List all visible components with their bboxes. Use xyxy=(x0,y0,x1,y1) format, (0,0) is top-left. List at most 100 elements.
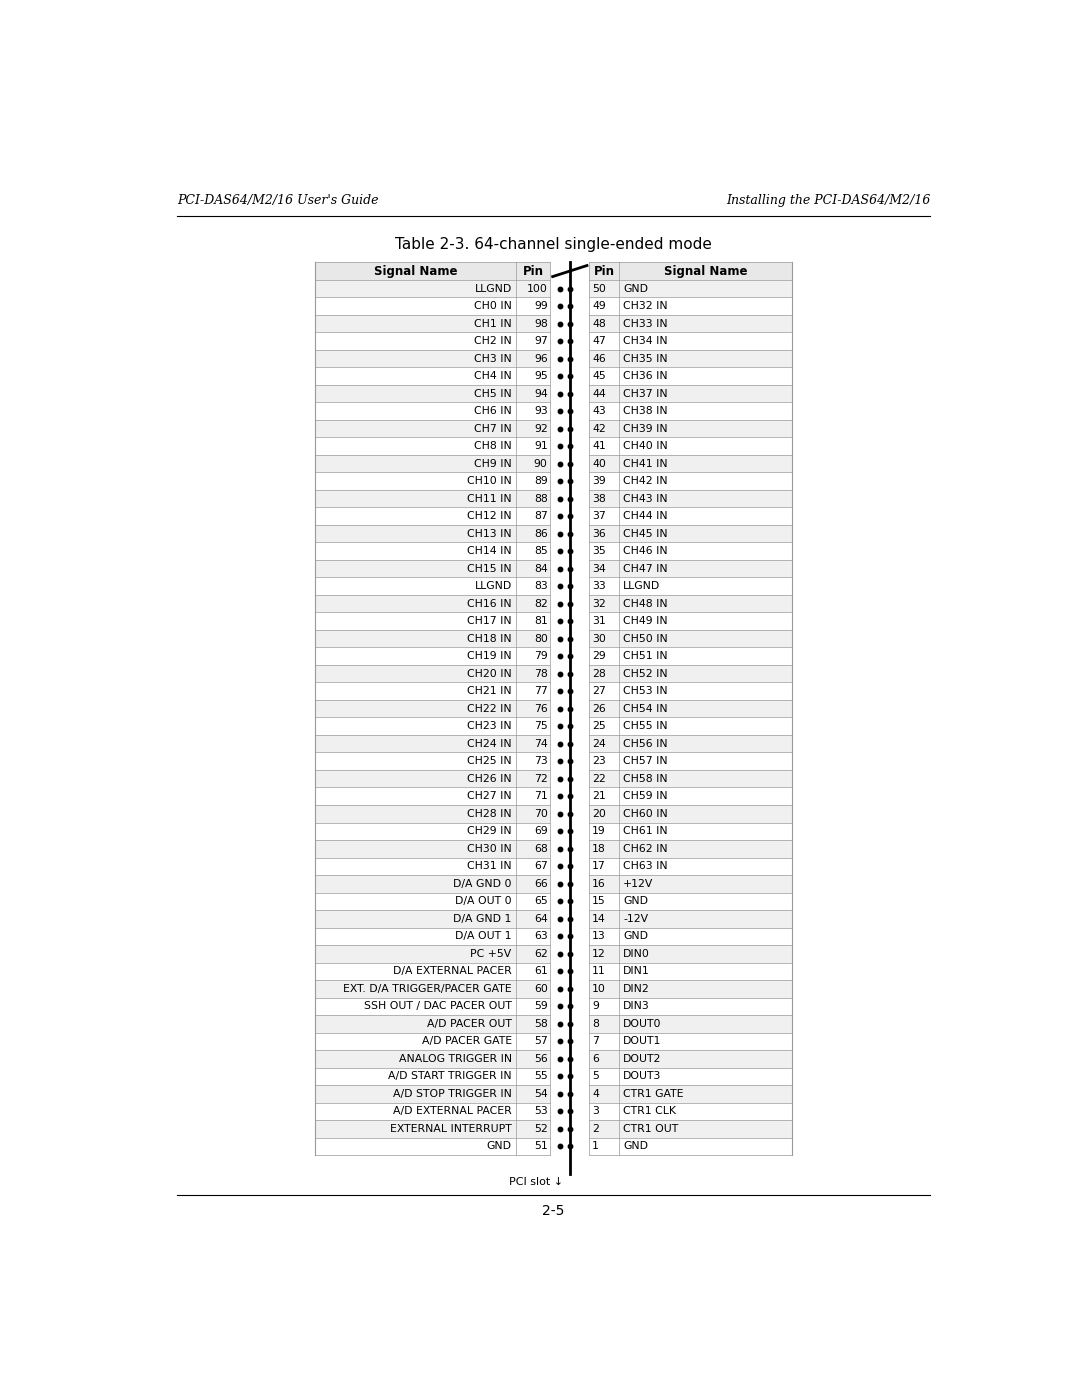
Bar xyxy=(619,279,792,298)
Text: 25: 25 xyxy=(592,721,606,731)
Bar xyxy=(590,490,619,507)
Text: +12V: +12V xyxy=(623,879,653,888)
Text: 88: 88 xyxy=(534,493,548,504)
Text: 75: 75 xyxy=(534,721,548,731)
Bar xyxy=(315,577,516,595)
Text: CH58 IN: CH58 IN xyxy=(623,774,667,784)
Text: 57: 57 xyxy=(534,1037,548,1046)
Bar xyxy=(516,1032,550,1051)
Bar xyxy=(619,1120,792,1137)
Text: 68: 68 xyxy=(534,844,548,854)
Text: CH0 IN: CH0 IN xyxy=(474,302,512,312)
Bar xyxy=(619,981,792,997)
Text: 29: 29 xyxy=(592,651,606,661)
Text: 89: 89 xyxy=(534,476,548,486)
Text: CH22 IN: CH22 IN xyxy=(467,704,512,714)
Bar xyxy=(315,595,516,612)
Text: GND: GND xyxy=(623,897,648,907)
Text: 65: 65 xyxy=(534,897,548,907)
Bar xyxy=(619,893,792,909)
Text: CH31 IN: CH31 IN xyxy=(467,862,512,872)
Bar xyxy=(619,525,792,542)
Text: 31: 31 xyxy=(592,616,606,626)
Text: CH56 IN: CH56 IN xyxy=(623,739,667,749)
Bar xyxy=(315,1016,516,1032)
Text: 16: 16 xyxy=(592,879,606,888)
Bar xyxy=(590,472,619,490)
Bar xyxy=(516,560,550,577)
Text: 32: 32 xyxy=(592,599,606,609)
Bar xyxy=(315,630,516,647)
Bar xyxy=(516,840,550,858)
Text: CH51 IN: CH51 IN xyxy=(623,651,667,661)
Text: CH16 IN: CH16 IN xyxy=(467,599,512,609)
Text: CH2 IN: CH2 IN xyxy=(474,337,512,346)
Bar xyxy=(590,735,619,753)
Bar xyxy=(590,700,619,718)
Text: 72: 72 xyxy=(534,774,548,784)
Text: PCI-DAS64/M2/16 User's Guide: PCI-DAS64/M2/16 User's Guide xyxy=(177,194,378,207)
Bar xyxy=(516,525,550,542)
Text: 87: 87 xyxy=(534,511,548,521)
Bar xyxy=(590,542,619,560)
Bar xyxy=(516,490,550,507)
Text: 86: 86 xyxy=(534,528,548,539)
Text: 66: 66 xyxy=(534,879,548,888)
Bar xyxy=(315,981,516,997)
Text: 11: 11 xyxy=(592,967,606,977)
Text: 8: 8 xyxy=(592,1018,599,1028)
Bar xyxy=(590,612,619,630)
Bar xyxy=(590,893,619,909)
Text: Table 2-3. 64-channel single-ended mode: Table 2-3. 64-channel single-ended mode xyxy=(395,236,712,251)
Text: 90: 90 xyxy=(534,458,548,468)
Text: 53: 53 xyxy=(534,1106,548,1116)
Text: CH54 IN: CH54 IN xyxy=(623,704,667,714)
Bar xyxy=(516,1137,550,1155)
Bar xyxy=(315,753,516,770)
Text: 70: 70 xyxy=(534,809,548,819)
Bar xyxy=(516,314,550,332)
Text: A/D EXTERNAL PACER: A/D EXTERNAL PACER xyxy=(393,1106,512,1116)
Text: CH32 IN: CH32 IN xyxy=(623,302,667,312)
Text: 44: 44 xyxy=(592,388,606,398)
Text: 59: 59 xyxy=(534,1002,548,1011)
Text: CH11 IN: CH11 IN xyxy=(467,493,512,504)
Bar xyxy=(516,770,550,788)
Bar xyxy=(315,560,516,577)
Bar xyxy=(619,420,792,437)
Bar xyxy=(619,1067,792,1085)
Text: 26: 26 xyxy=(592,704,606,714)
Bar xyxy=(315,298,516,314)
Bar xyxy=(619,630,792,647)
Bar xyxy=(590,1085,619,1102)
Text: 15: 15 xyxy=(592,897,606,907)
Text: 7: 7 xyxy=(592,1037,599,1046)
Text: CH5 IN: CH5 IN xyxy=(474,388,512,398)
Bar xyxy=(516,963,550,981)
Text: 6: 6 xyxy=(592,1053,599,1065)
Bar xyxy=(619,735,792,753)
Bar xyxy=(516,507,550,525)
Text: CH15 IN: CH15 IN xyxy=(467,563,512,574)
Text: 47: 47 xyxy=(592,337,606,346)
Bar xyxy=(516,875,550,893)
Bar xyxy=(315,279,516,298)
Text: 33: 33 xyxy=(592,581,606,591)
Bar xyxy=(315,647,516,665)
Text: 82: 82 xyxy=(534,599,548,609)
Text: 13: 13 xyxy=(592,932,606,942)
Bar xyxy=(619,402,792,420)
Bar xyxy=(619,542,792,560)
Text: 77: 77 xyxy=(534,686,548,696)
Text: CH12 IN: CH12 IN xyxy=(467,511,512,521)
Text: A/D START TRIGGER IN: A/D START TRIGGER IN xyxy=(388,1071,512,1081)
Text: PC +5V: PC +5V xyxy=(471,949,512,958)
Text: CH55 IN: CH55 IN xyxy=(623,721,667,731)
Bar xyxy=(315,1067,516,1085)
Bar xyxy=(516,542,550,560)
Text: CH4 IN: CH4 IN xyxy=(474,372,512,381)
Text: CH27 IN: CH27 IN xyxy=(467,791,512,802)
Bar xyxy=(516,1051,550,1067)
Text: 80: 80 xyxy=(534,634,548,644)
Text: 14: 14 xyxy=(592,914,606,923)
